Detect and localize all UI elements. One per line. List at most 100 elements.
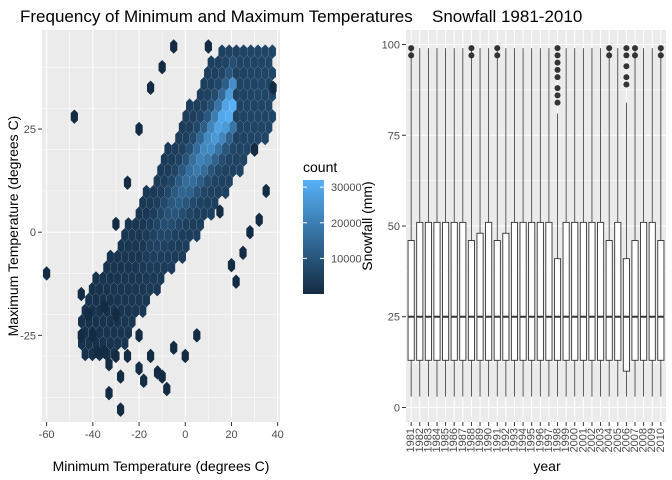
box-body xyxy=(579,221,587,361)
outlier-point xyxy=(494,52,501,59)
outlier-point xyxy=(554,92,561,99)
box-body xyxy=(467,240,475,361)
hex-cell-outlier xyxy=(158,369,166,384)
outlier-point xyxy=(632,45,639,52)
box-body xyxy=(605,240,613,361)
hex-cell-outlier xyxy=(193,328,201,343)
boxplot-y-ticks: 0 25 50 75 100 xyxy=(382,40,406,414)
outlier-point xyxy=(623,74,630,81)
box-2006 xyxy=(622,45,630,397)
hex-cell-outlier xyxy=(232,274,240,289)
box-1998 xyxy=(553,45,562,397)
box-body xyxy=(597,221,605,361)
box-1992 xyxy=(502,48,510,397)
x-tick-label: 2000 xyxy=(569,428,581,452)
box-2000 xyxy=(571,48,579,397)
box-body xyxy=(640,221,648,361)
x-tick-label: -40 xyxy=(85,429,101,441)
y-tick-label: 25 xyxy=(388,312,400,324)
x-tick-label: 1987 xyxy=(457,428,469,452)
x-tick-label: 2006 xyxy=(620,428,632,452)
hex-cell-outlier xyxy=(255,212,263,228)
box-body xyxy=(648,221,656,361)
outlier-point xyxy=(554,99,561,106)
hex-cell xyxy=(178,249,187,265)
box-body xyxy=(459,221,467,361)
boxplot-x-ticks: 1981198219831984198519861987198819891990… xyxy=(405,422,667,452)
outlier-point xyxy=(623,45,630,52)
x-tick-label: 2001 xyxy=(577,428,589,452)
hex-cell-outlier xyxy=(181,348,189,364)
x-tick-label: 1982 xyxy=(414,428,426,452)
x-tick-label: 2002 xyxy=(586,428,598,452)
hex-cell xyxy=(207,206,215,222)
box-1989 xyxy=(476,48,484,397)
hexbin-y-axis-title: Maximum Temperature (degrees C) xyxy=(5,116,21,337)
box-body xyxy=(424,221,432,361)
outlier-point xyxy=(554,66,561,73)
x-tick-label: -60 xyxy=(39,429,55,441)
box-body xyxy=(476,232,484,361)
hex-cell-outlier xyxy=(70,109,78,124)
hex-cell-outlier xyxy=(239,245,247,261)
box-body xyxy=(493,240,501,361)
outlier-point xyxy=(468,52,475,59)
y-tick-label: 0 xyxy=(30,227,36,239)
box-2001 xyxy=(579,48,587,397)
hex-cell-outlier xyxy=(135,121,143,137)
outlier-point xyxy=(606,45,613,52)
hex-cell-outlier xyxy=(116,402,125,417)
hex-cell-outlier xyxy=(123,348,132,364)
x-tick-label: 1988 xyxy=(465,428,477,452)
box-body xyxy=(416,221,424,361)
x-tick-label: 1999 xyxy=(560,428,572,452)
hex-cell-outlier xyxy=(147,348,155,364)
legend-tick-label: 20000 xyxy=(331,218,362,230)
box-1997 xyxy=(545,48,553,397)
box-body xyxy=(657,240,665,361)
hex-cell-outlier xyxy=(250,142,259,157)
box-body xyxy=(519,221,527,361)
box-1993 xyxy=(510,48,519,397)
box-2002 xyxy=(588,48,596,397)
box-2005 xyxy=(614,48,622,397)
hex-cell xyxy=(153,281,161,297)
x-tick-label: 2007 xyxy=(629,428,641,452)
x-tick-label: 1986 xyxy=(448,428,460,452)
hex-cell xyxy=(236,162,244,178)
y-tick-label: 75 xyxy=(388,130,400,142)
box-body xyxy=(545,221,553,361)
hex-cell-outlier xyxy=(216,204,224,219)
x-tick-label: 1983 xyxy=(422,428,434,452)
hex-cell-outlier xyxy=(135,361,143,376)
hex-cell-outlier xyxy=(262,183,270,199)
box-body xyxy=(614,221,622,361)
box-1988 xyxy=(467,45,475,397)
hex-cell-outlier xyxy=(204,39,212,54)
x-tick-label: -20 xyxy=(131,429,147,441)
box-1987 xyxy=(459,48,467,397)
x-tick-label: 1992 xyxy=(500,428,512,452)
hex-cell-outlier xyxy=(269,80,277,95)
outlier-point xyxy=(554,52,561,59)
box-2004 xyxy=(605,45,613,397)
x-tick-label: 1991 xyxy=(491,428,503,452)
legend-ticks: 10000 20000 30000 xyxy=(303,182,362,265)
outlier-point xyxy=(623,63,630,70)
y-tick-label: 0 xyxy=(394,402,400,414)
box-body xyxy=(631,240,639,361)
x-tick-label: 1984 xyxy=(431,428,443,452)
x-tick-label: 2003 xyxy=(595,428,607,452)
outlier-point xyxy=(632,52,639,59)
hex-cell xyxy=(139,303,147,319)
box-body xyxy=(622,258,630,372)
hexbin-x-axis-title: Minimum Temperature (degrees C) xyxy=(53,458,270,474)
outlier-point xyxy=(494,45,501,52)
hex-cell-outlier xyxy=(77,286,85,302)
hex-cell-outlier xyxy=(135,328,143,343)
box-1982 xyxy=(416,48,424,397)
hexbin-chart: Frequency of Minimum and Maximum Tempera… xyxy=(5,7,413,474)
hex-cell-outlier xyxy=(43,266,51,281)
box-1999 xyxy=(562,48,570,397)
box-1990 xyxy=(485,48,493,397)
